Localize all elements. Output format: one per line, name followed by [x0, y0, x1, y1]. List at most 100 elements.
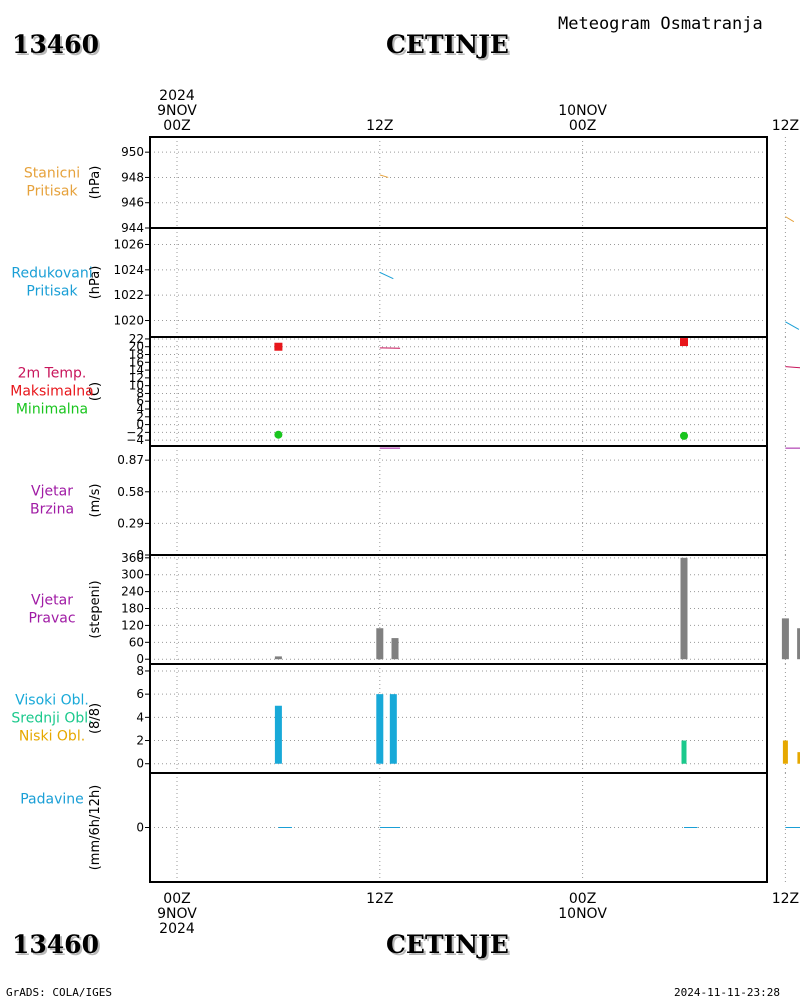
- y-tick-label: 948: [121, 170, 144, 184]
- y-tick-label: 0: [136, 652, 144, 666]
- panel-frame: [149, 136, 768, 229]
- direction-bar: [781, 618, 789, 660]
- y-axis-label: (hPa): [88, 266, 103, 300]
- panel-legend-label: Padavine: [20, 792, 84, 808]
- y-tick-label: 16: [129, 355, 144, 369]
- direction-bar: [274, 656, 282, 660]
- y-tick-label: 1022: [113, 288, 144, 302]
- max-temp-point: [680, 338, 688, 347]
- panel-legend-label: Redukovani: [11, 266, 92, 282]
- panel-legend-label: Pritisak: [26, 184, 78, 200]
- y-tick-label: −2: [126, 425, 144, 439]
- y-tick-label: 0.58: [117, 485, 144, 499]
- y-tick-label: 0: [136, 548, 144, 562]
- panel-legend-label: Vjetar: [31, 484, 73, 500]
- panel-frame: [149, 445, 768, 556]
- y-tick-label: 8: [136, 664, 144, 678]
- bottom-time-label: 00Z: [569, 891, 596, 907]
- top-time-label: 10NOV: [558, 103, 607, 119]
- panel-legend-label: Stanicni: [24, 166, 80, 182]
- top-time-axis: 20249NOV00Z12Z10NOV00Z12Z11NOV00Z12Z: [157, 88, 799, 134]
- panel-1: 944 946 948 950 (hPa) Stanicni Pritisak: [24, 136, 795, 235]
- max-temp-point: [274, 342, 283, 351]
- y-tick-label: 944: [121, 221, 144, 235]
- panel-4: 0 0.29 0.58 0.87 (m/s) Vjetar Brzina: [30, 445, 800, 562]
- y-tick-label: 6: [136, 394, 144, 408]
- y-axis-label: (8/8): [88, 703, 103, 734]
- station-name-bottom: CETINJE: [386, 930, 509, 959]
- y-tick-label: 20: [129, 340, 144, 354]
- y-tick-label: 4: [136, 710, 144, 724]
- series-line: [379, 174, 389, 178]
- y-tick-label: 0: [136, 418, 144, 432]
- bottom-time-label: 12Z: [772, 891, 799, 907]
- y-tick-label: 2: [136, 734, 144, 748]
- cloud-bar: [389, 694, 397, 764]
- y-tick-label: 12: [129, 371, 144, 385]
- panel-frame: [149, 336, 768, 447]
- panel-legend-label: Brzina: [30, 502, 74, 518]
- top-time-label: 12Z: [772, 118, 799, 134]
- panel-frame: [149, 772, 768, 883]
- cloud-bar: [797, 752, 800, 764]
- y-tick-label: 180: [121, 602, 144, 616]
- panel-frame: [149, 554, 768, 665]
- bottom-time-label: 12Z: [366, 891, 393, 907]
- y-tick-label: 0: [136, 821, 144, 835]
- bottom-time-label: 2024: [159, 921, 195, 937]
- y-axis-label: (stepeni): [88, 580, 103, 638]
- panel-legend-label: 2m Temp.: [18, 366, 87, 382]
- bottom-time-label: 10NOV: [558, 906, 607, 922]
- direction-bar: [391, 638, 399, 660]
- panel-legend-label: Niski Obl.: [19, 729, 85, 745]
- top-time-label: 9NOV: [157, 103, 197, 119]
- panel-6: 0 2 4 6 8 (8/8)Visoki Obl. Srednji Obl. Niski O…: [11, 663, 800, 774]
- y-axis-label: (mm/6h/12h): [88, 785, 103, 871]
- cloud-bar: [376, 694, 384, 764]
- product-title: Meteogram Osmatranja: [558, 14, 763, 34]
- y-tick-label: 10: [129, 379, 144, 393]
- direction-bar: [797, 628, 800, 660]
- series-line: [379, 271, 394, 280]
- direction-bar: [680, 557, 688, 660]
- panel-legend-label: Visoki Obl.: [15, 693, 89, 709]
- panel-frame: [149, 663, 768, 774]
- y-tick-label: 240: [121, 585, 144, 599]
- top-time-label: 12Z: [366, 118, 393, 134]
- series-line: [785, 216, 795, 223]
- y-tick-label: 0.29: [117, 516, 144, 530]
- panel-legend-label: Srednji Obl.: [11, 711, 92, 727]
- y-tick-label: 4: [136, 402, 144, 416]
- y-tick-label: 2: [136, 410, 144, 424]
- panel-legend-label: Vjetar: [31, 593, 73, 609]
- y-tick-label: 8: [136, 386, 144, 400]
- panel-legend-label: Pravac: [28, 611, 75, 627]
- y-tick-label: 22: [129, 332, 144, 346]
- top-time-label: 00Z: [569, 118, 596, 134]
- y-tick-label: 300: [121, 568, 144, 582]
- timestamp-text: 2024-11-11-23:28: [674, 986, 780, 999]
- temp-line: [785, 366, 800, 369]
- top-time-label: 00Z: [163, 118, 190, 134]
- bottom-time-axis: 00Z9NOV202412Z00Z10NOV12Z00Z11NOV12Z: [157, 891, 799, 937]
- y-tick-label: 120: [121, 618, 144, 632]
- y-axis-label: (C): [88, 382, 103, 401]
- y-tick-label: 1020: [113, 314, 144, 328]
- cloud-bar: [782, 740, 788, 764]
- y-axis-label: (m/s): [88, 484, 103, 518]
- bottom-time-label: 9NOV: [157, 906, 197, 922]
- min-temp-point: [274, 430, 283, 439]
- y-tick-label: 18: [129, 348, 144, 362]
- panel-legend-label: Pritisak: [26, 284, 78, 300]
- station-id-top: 13460: [12, 30, 99, 59]
- credit-text: GrADS: COLA/IGES: [6, 986, 112, 999]
- y-tick-label: 0: [136, 757, 144, 771]
- panel-2: 1020 1022 1024 1026 (hPa)Redukovani Pritisak: [11, 227, 800, 338]
- top-time-label: 2024: [159, 88, 195, 104]
- y-axis-label: (hPa): [88, 166, 103, 200]
- cloud-bar: [274, 705, 282, 764]
- y-tick-label: 60: [129, 635, 144, 649]
- y-tick-label: −4: [126, 433, 144, 447]
